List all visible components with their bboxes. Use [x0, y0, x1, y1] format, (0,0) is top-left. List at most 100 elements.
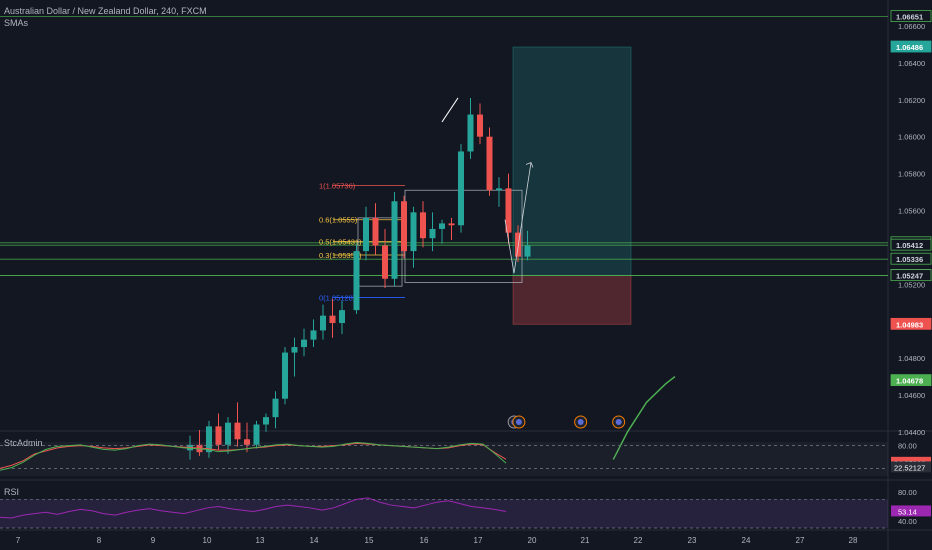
time-tick-label: 20: [528, 536, 537, 545]
candle-body[interactable]: [401, 201, 407, 252]
candle-body[interactable]: [372, 217, 379, 246]
price-label-badge: [890, 374, 932, 387]
candle-body[interactable]: [467, 114, 474, 152]
candle-body[interactable]: [429, 228, 436, 239]
candle-body[interactable]: [391, 201, 398, 279]
price-label-badge: [890, 269, 932, 282]
event-icon-dot: [515, 419, 522, 425]
candle-body[interactable]: [486, 136, 493, 191]
price-tick-label: 1.04400: [898, 428, 925, 437]
candle-body[interactable]: [234, 422, 241, 440]
price-label-badge: [890, 317, 932, 330]
price-label-text: 1.05412: [896, 241, 923, 250]
event-icon-dot: [615, 419, 622, 425]
price-tick-label: 1.05800: [898, 170, 925, 179]
price-tick-label: 1.06400: [898, 59, 925, 68]
price-label-badge: [890, 252, 932, 265]
candle-body[interactable]: [310, 330, 317, 340]
candle-body[interactable]: [382, 245, 388, 279]
rsi-value-badge: [891, 505, 931, 517]
candle-body[interactable]: [301, 339, 307, 348]
time-tick-label: 17: [474, 536, 483, 545]
arrow-head-icon: [525, 162, 534, 168]
candle-body[interactable]: [410, 212, 417, 252]
time-tick-label: 13: [256, 536, 265, 545]
time-tick-label: 8: [97, 536, 102, 545]
trend-line[interactable]: [441, 97, 459, 123]
candle-body[interactable]: [458, 151, 464, 226]
symbol-title: Australian Dollar / New Zealand Dollar, …: [4, 6, 207, 16]
time-tick-label: 16: [420, 536, 429, 545]
fib-level-label: 0.6(1.0555): [319, 216, 358, 225]
indicator-label-smas: SMAs: [4, 18, 29, 28]
price-tick-label: 1.06600: [898, 22, 925, 31]
candle-body[interactable]: [215, 426, 222, 445]
candle-body[interactable]: [291, 347, 298, 353]
fib-level-label: 0.3(1.05359): [319, 251, 362, 260]
candle-body[interactable]: [496, 188, 502, 191]
position-stop-zone[interactable]: [512, 274, 632, 325]
stc-line: [0, 442, 507, 471]
price-tick-label: 1.05600: [898, 207, 925, 216]
price-label-badge: [890, 238, 932, 251]
candle-body[interactable]: [244, 439, 250, 445]
price-label-text: 1.06486: [896, 43, 923, 52]
price-tick-label: 1.06200: [898, 96, 925, 105]
candle-body[interactable]: [225, 422, 231, 445]
time-tick-label: 22: [634, 536, 643, 545]
time-tick-label: 9: [151, 536, 156, 545]
time-tick-label: 14: [310, 536, 319, 545]
time-tick-label: 28: [849, 536, 858, 545]
price-label-text: 1.06651: [896, 13, 923, 22]
candle-body[interactable]: [339, 310, 345, 324]
candle-body[interactable]: [320, 315, 326, 331]
price-tick-label: 1.06000: [898, 133, 925, 142]
time-tick-label: 24: [742, 536, 751, 545]
candle-body[interactable]: [439, 223, 445, 229]
candle-body[interactable]: [505, 188, 512, 233]
price-label-text: 1.05336: [896, 255, 923, 264]
stc-pane-label: StcAdmin: [4, 438, 43, 448]
candle-body[interactable]: [329, 315, 336, 324]
time-tick-label: 10: [203, 536, 212, 545]
price-label-badge: [890, 10, 932, 22]
fib-level-label: 0(1.05128): [319, 294, 356, 303]
time-tick-label: 21: [581, 536, 590, 545]
rsi-band: [0, 499, 888, 528]
candle-body[interactable]: [272, 398, 279, 418]
time-tick-label: 15: [365, 536, 374, 545]
time-tick-label: 7: [16, 536, 21, 545]
rsi-line: [0, 497, 507, 519]
stc-value-label: 22.52127: [894, 463, 925, 472]
price-tick-label: 1.05200: [898, 280, 925, 289]
rsi-pane-label: RSI: [4, 487, 20, 497]
rsi-tick-label: 40.00: [898, 517, 917, 526]
candle-body[interactable]: [263, 417, 269, 425]
candle-body[interactable]: [206, 426, 212, 453]
position-target-zone[interactable]: [512, 46, 632, 276]
candle-body[interactable]: [253, 424, 260, 445]
stc-tick-label: 80.00: [898, 442, 917, 451]
projection-arrow[interactable]: [504, 162, 532, 274]
price-label-badge: [890, 40, 932, 53]
candle-body[interactable]: [363, 217, 369, 252]
stc-value-badge: [891, 461, 931, 473]
candle-body[interactable]: [524, 245, 531, 257]
fib-level-label: 0.5(1.05431): [319, 238, 362, 247]
time-tick-label: 27: [796, 536, 805, 545]
candle-body[interactable]: [420, 212, 426, 239]
rsi-value-label: 53.14: [898, 507, 917, 516]
price-tick-label: 1.04800: [898, 354, 925, 363]
candle-body[interactable]: [448, 223, 455, 226]
event-icon-dot: [577, 419, 584, 425]
rsi-tick-label: 80.00: [898, 488, 917, 497]
time-tick-label: 23: [688, 536, 697, 545]
price-label-text: 1.04983: [896, 320, 923, 329]
sma-line: [612, 375, 676, 460]
price-label-text: 1.04678: [896, 377, 923, 386]
candle-body[interactable]: [477, 114, 483, 137]
candle-body[interactable]: [282, 352, 288, 399]
candle-body[interactable]: [353, 251, 360, 311]
